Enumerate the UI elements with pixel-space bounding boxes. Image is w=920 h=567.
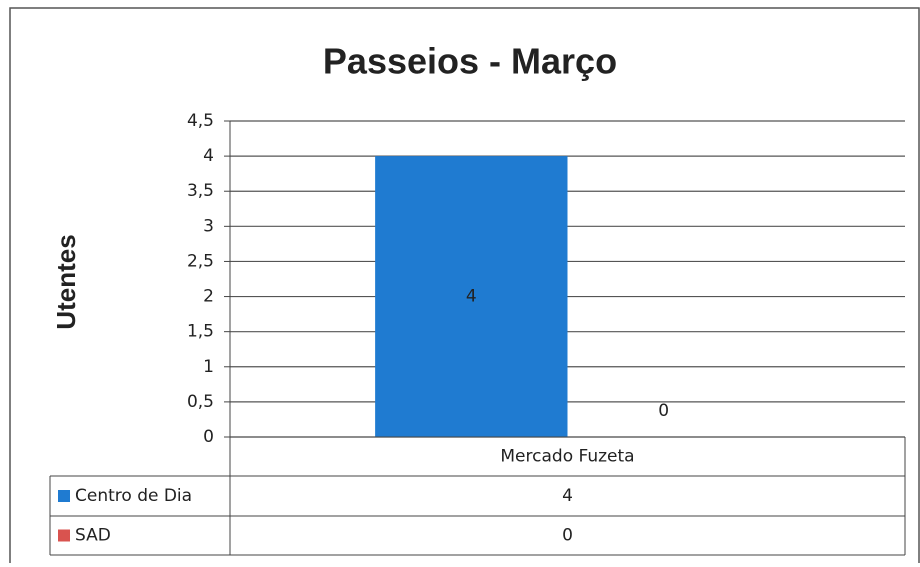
- y-tick-label: 0,5: [187, 392, 214, 412]
- y-tick-label: 4: [203, 146, 214, 166]
- data-label: 4: [466, 287, 477, 307]
- y-axis-label: Utentes: [51, 234, 81, 329]
- y-tick-label: 1,5: [187, 322, 214, 342]
- legend-swatch: [58, 490, 70, 502]
- y-tick-label: 2: [203, 287, 214, 307]
- y-tick-label: 4,5: [187, 111, 214, 131]
- chart-title: Passeios - Março: [323, 41, 617, 82]
- y-tick-label: 2,5: [187, 251, 214, 271]
- table-value: 4: [562, 486, 573, 506]
- y-tick-label: 3,5: [187, 181, 214, 201]
- table-value: 0: [562, 526, 573, 546]
- legend-swatch: [58, 529, 70, 542]
- bar: [375, 156, 568, 437]
- y-tick-label: 1: [203, 357, 214, 377]
- legend-label: SAD: [75, 526, 111, 546]
- y-tick-label: 0: [203, 427, 214, 447]
- legend-label: Centro de Dia: [75, 486, 192, 506]
- data-label: 0: [658, 401, 669, 421]
- x-tick-label: Mercado Fuzeta: [500, 447, 634, 467]
- chart-frame: [9, 7, 920, 567]
- y-tick-label: 3: [203, 216, 214, 236]
